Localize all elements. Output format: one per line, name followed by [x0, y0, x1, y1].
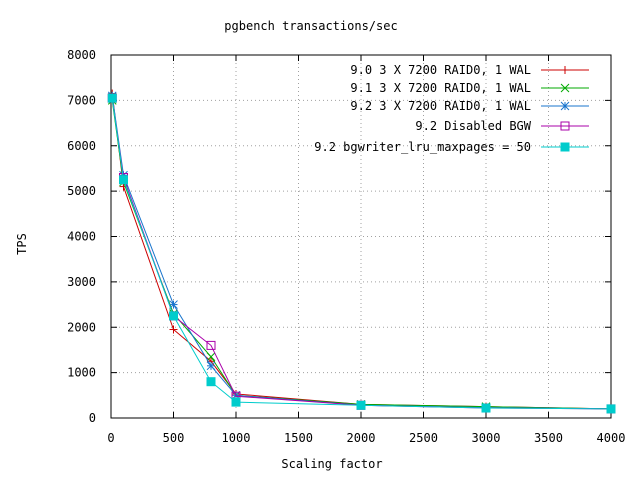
data-point	[206, 361, 216, 371]
data-point	[206, 377, 216, 387]
y-tick-label: 3000	[67, 275, 96, 289]
series-line	[111, 100, 612, 410]
x-tick-label: 2000	[347, 431, 376, 445]
data-point	[481, 403, 491, 413]
legend-label: 9.2 3 X 7200 RAID0, 1 WAL	[350, 99, 531, 113]
x-tick-label: 1500	[284, 431, 313, 445]
legend-swatch-marker	[560, 83, 570, 93]
series-layer	[107, 89, 616, 414]
legend: 9.0 3 X 7200 RAID0, 1 WAL 9.1 3 X 7200 RA…	[314, 63, 589, 154]
legend-swatch-marker	[561, 66, 569, 74]
x-tick-label: 3000	[472, 431, 501, 445]
axis-layer: 0 500 1000 1500 2000 2500 3000 3500 4000 0 1000 200…	[67, 48, 625, 445]
y-tick-label: 5000	[67, 184, 96, 198]
data-point	[231, 397, 241, 407]
y-tick-label: 1000	[67, 366, 96, 380]
data-point	[169, 311, 178, 321]
y-tick-label: 8000	[67, 48, 96, 62]
y-tick-label: 6000	[67, 139, 96, 153]
legend-swatch-marker	[560, 142, 570, 152]
chart-title: pgbench transactions/sec	[224, 19, 397, 33]
y-tick-label: 0	[89, 411, 96, 425]
x-tick-label: 4000	[597, 431, 626, 445]
legend-label: 9.2 bgwriter_lru_maxpages = 50	[314, 140, 531, 154]
data-point	[169, 300, 178, 309]
series-1	[108, 89, 615, 413]
legend-entry: 9.2 3 X 7200 RAID0, 1 WAL	[350, 99, 589, 113]
legend-entry: 9.2 bgwriter_lru_maxpages = 50	[314, 140, 589, 154]
data-point	[206, 340, 216, 350]
legend-swatch-marker	[560, 121, 570, 131]
data-point	[119, 175, 128, 185]
x-tick-label: 0	[107, 431, 114, 445]
x-axis-label: Scaling factor	[281, 457, 382, 471]
legend-label: 9.2 Disabled BGW	[415, 119, 531, 133]
y-tick-label: 2000	[67, 320, 96, 334]
legend-label: 9.0 3 X 7200 RAID0, 1 WAL	[350, 63, 531, 77]
data-point	[169, 325, 178, 334]
series-line	[111, 98, 612, 410]
x-tick-label: 2500	[409, 431, 438, 445]
x-tick-label: 500	[163, 431, 185, 445]
data-point	[107, 93, 117, 103]
x-tick-label: 1000	[222, 431, 251, 445]
legend-entry: 9.1 3 X 7200 RAID0, 1 WAL	[350, 81, 589, 95]
x-tick-label: 3500	[534, 431, 563, 445]
series-5	[107, 93, 616, 414]
legend-label: 9.1 3 X 7200 RAID0, 1 WAL	[350, 81, 531, 95]
legend-swatch-marker	[560, 101, 570, 111]
data-point	[356, 400, 366, 410]
y-tick-label: 7000	[67, 93, 96, 107]
data-point	[606, 404, 616, 414]
y-tick-label: 4000	[67, 230, 96, 244]
y-axis-label: TPS	[15, 233, 29, 255]
legend-entry: 9.2 Disabled BGW	[415, 119, 589, 133]
grid-layer	[111, 55, 611, 418]
legend-entry: 9.0 3 X 7200 RAID0, 1 WAL	[350, 63, 589, 77]
data-point	[206, 352, 216, 362]
